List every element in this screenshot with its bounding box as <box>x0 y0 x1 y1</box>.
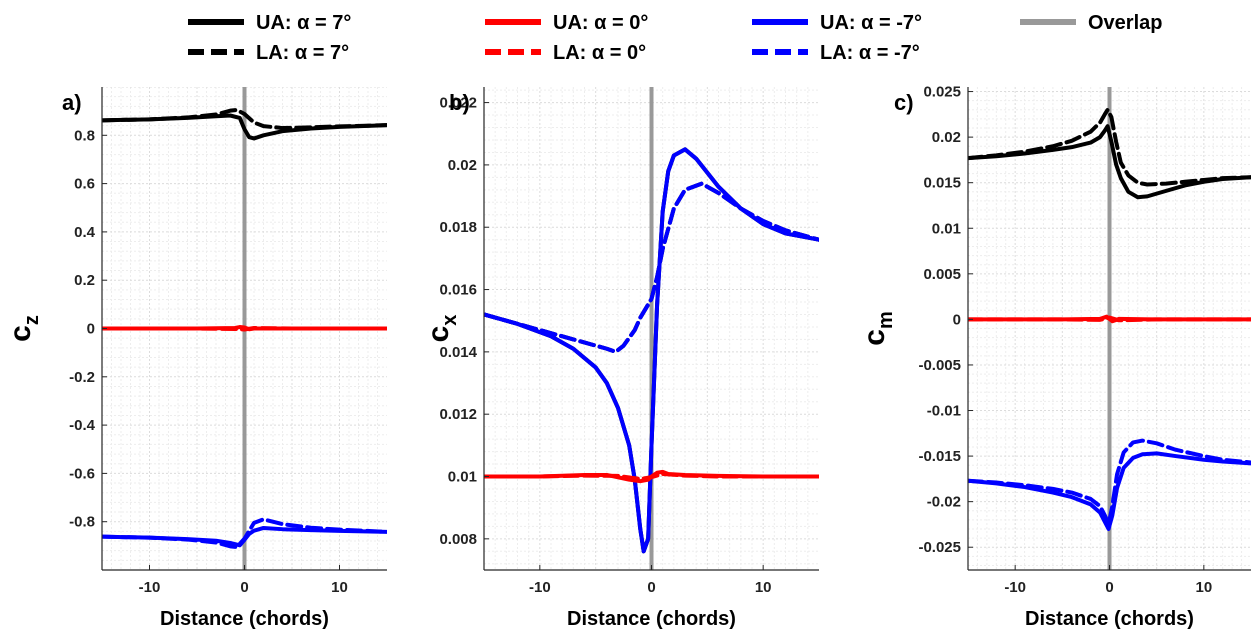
panel-label: a) <box>62 90 82 115</box>
y-tick-label: 0.01 <box>932 220 961 237</box>
y-axis-label-main: c <box>4 325 37 342</box>
y-tick-label: -0.02 <box>927 494 961 511</box>
series-group <box>102 107 387 550</box>
y-tick-label: 0.008 <box>439 531 477 548</box>
legend: UA: α = 7° UA: α = 0° UA: α = -7° Overlap LA… <box>188 12 1162 64</box>
y-tick-label: 0.02 <box>448 157 477 174</box>
x-axis-label: Distance (chords) <box>160 608 329 630</box>
y-tick-label: -0.2 <box>69 369 95 386</box>
series-line-ua-alpha-neg7deg <box>484 147 819 554</box>
y-tick-label: 0.016 <box>439 282 477 299</box>
chart-panels: 0.80.60.40.20-0.2-0.4-0.6-0.8-10 0 10Dista… <box>4 84 1251 630</box>
y-axis-label: cm <box>858 311 897 345</box>
series-line-la-alpha-0deg <box>968 315 1251 323</box>
legend-entry-la-alpha-0deg: LA: α = 0° <box>485 42 646 64</box>
chart-panel-3: 0.025 0.02 0.015 0.01 0.005 0 -0.005 -0.01 -0.01… <box>858 84 1251 630</box>
y-tick-label: 0.005 <box>923 266 961 283</box>
y-axis-label-sub: z <box>21 315 43 325</box>
y-tick-label: 0 <box>953 311 961 328</box>
series-line-la-alpha-0deg <box>102 326 387 332</box>
legend-label: UA: α = 0° <box>553 12 648 34</box>
y-tick-label: 0.014 <box>439 344 477 361</box>
legend-label: LA: α = -7° <box>820 42 920 64</box>
y-tick-label: 0.02 <box>932 129 961 146</box>
y-tick-label: 0.2 <box>74 272 95 289</box>
y-tick-label: 0.012 <box>439 406 477 423</box>
y-tick-label: -0.4 <box>69 417 96 434</box>
legend-entry-overlap: Overlap <box>1020 12 1162 34</box>
y-tick-label: 0.8 <box>74 127 95 144</box>
x-axis-label: Distance (chords) <box>1025 608 1194 630</box>
y-tick-label: 0 <box>87 321 95 338</box>
legend-entry-la-alpha-neg7deg: LA: α = -7° <box>752 42 920 64</box>
x-tick-label: -10 <box>529 579 551 596</box>
y-tick-label: -0.015 <box>918 448 961 465</box>
x-tick-label: 0 <box>240 579 248 596</box>
y-tick-label: 0.4 <box>74 224 96 241</box>
x-tick-label: 0 <box>647 579 655 596</box>
y-axis-label-sub: x <box>439 315 461 326</box>
legend-label: LA: α = 7° <box>256 42 349 64</box>
y-tick-label: -0.025 <box>918 539 961 556</box>
panel-label: b) <box>449 90 470 115</box>
series-line-la-alpha-neg7deg <box>484 181 819 354</box>
y-axis-label-main: c <box>422 326 455 343</box>
x-axis-label: Distance (chords) <box>567 608 736 630</box>
y-tick-label: 0.025 <box>923 84 961 101</box>
y-tick-label: 0.6 <box>74 176 95 193</box>
legend-entry-la-alpha-7deg: LA: α = 7° <box>188 42 349 64</box>
legend-entry-ua-alpha-7deg: UA: α = 7° <box>188 12 351 34</box>
y-tick-label: -0.005 <box>918 357 961 374</box>
y-axis-label-sub: m <box>875 311 897 329</box>
y-tick-label: 0.01 <box>448 469 477 486</box>
x-tick-label: 10 <box>1195 579 1212 596</box>
series-group <box>968 107 1251 531</box>
legend-label: Overlap <box>1088 12 1162 34</box>
panel-label: c) <box>894 90 914 115</box>
x-tick-label: 10 <box>755 579 772 596</box>
x-tick-label: 0 <box>1105 579 1113 596</box>
y-tick-label: 0.018 <box>439 219 477 236</box>
x-tick-label: -10 <box>1004 579 1026 596</box>
y-tick-label: 0.015 <box>923 175 961 192</box>
series-line-la-alpha-7deg <box>102 107 387 131</box>
legend-label: UA: α = 7° <box>256 12 351 34</box>
series-line-la-alpha-0deg <box>484 472 819 482</box>
x-tick-label: 10 <box>331 579 348 596</box>
y-axis-label: cx <box>422 315 461 343</box>
series-group <box>484 147 819 554</box>
chart-panel-1: 0.8 0.6 0.4 0.2 0 -0.2 -0.4 -0.6 -0.8 -10 0 10Dista… <box>4 87 387 630</box>
legend-label: UA: α = -7° <box>820 12 922 34</box>
legend-entry-ua-alpha-0deg: UA: α = 0° <box>485 12 648 34</box>
legend-label: LA: α = 0° <box>553 42 646 64</box>
grid <box>484 87 819 570</box>
series-line-ua-alpha-7deg <box>968 124 1251 200</box>
y-axis-label: cz <box>4 315 43 342</box>
series-line-la-alpha-7deg <box>968 107 1251 187</box>
legend-entry-ua-alpha-neg7deg: UA: α = -7° <box>752 12 922 34</box>
series-line-la-alpha-neg7deg <box>102 517 387 550</box>
y-tick-label: 0.022 <box>439 95 477 112</box>
series-line-la-alpha-neg7deg <box>968 438 1251 527</box>
y-tick-label: -0.01 <box>927 403 961 420</box>
y-axis-label-main: c <box>858 329 891 346</box>
chart-panel-2: 0.008 0.01 0.012 0.014 0.016 0.018 0.02 0.022 -1… <box>422 87 819 630</box>
y-tick-label: -0.8 <box>69 514 95 531</box>
y-tick-label: -0.6 <box>69 465 95 482</box>
x-tick-label: -10 <box>139 579 161 596</box>
